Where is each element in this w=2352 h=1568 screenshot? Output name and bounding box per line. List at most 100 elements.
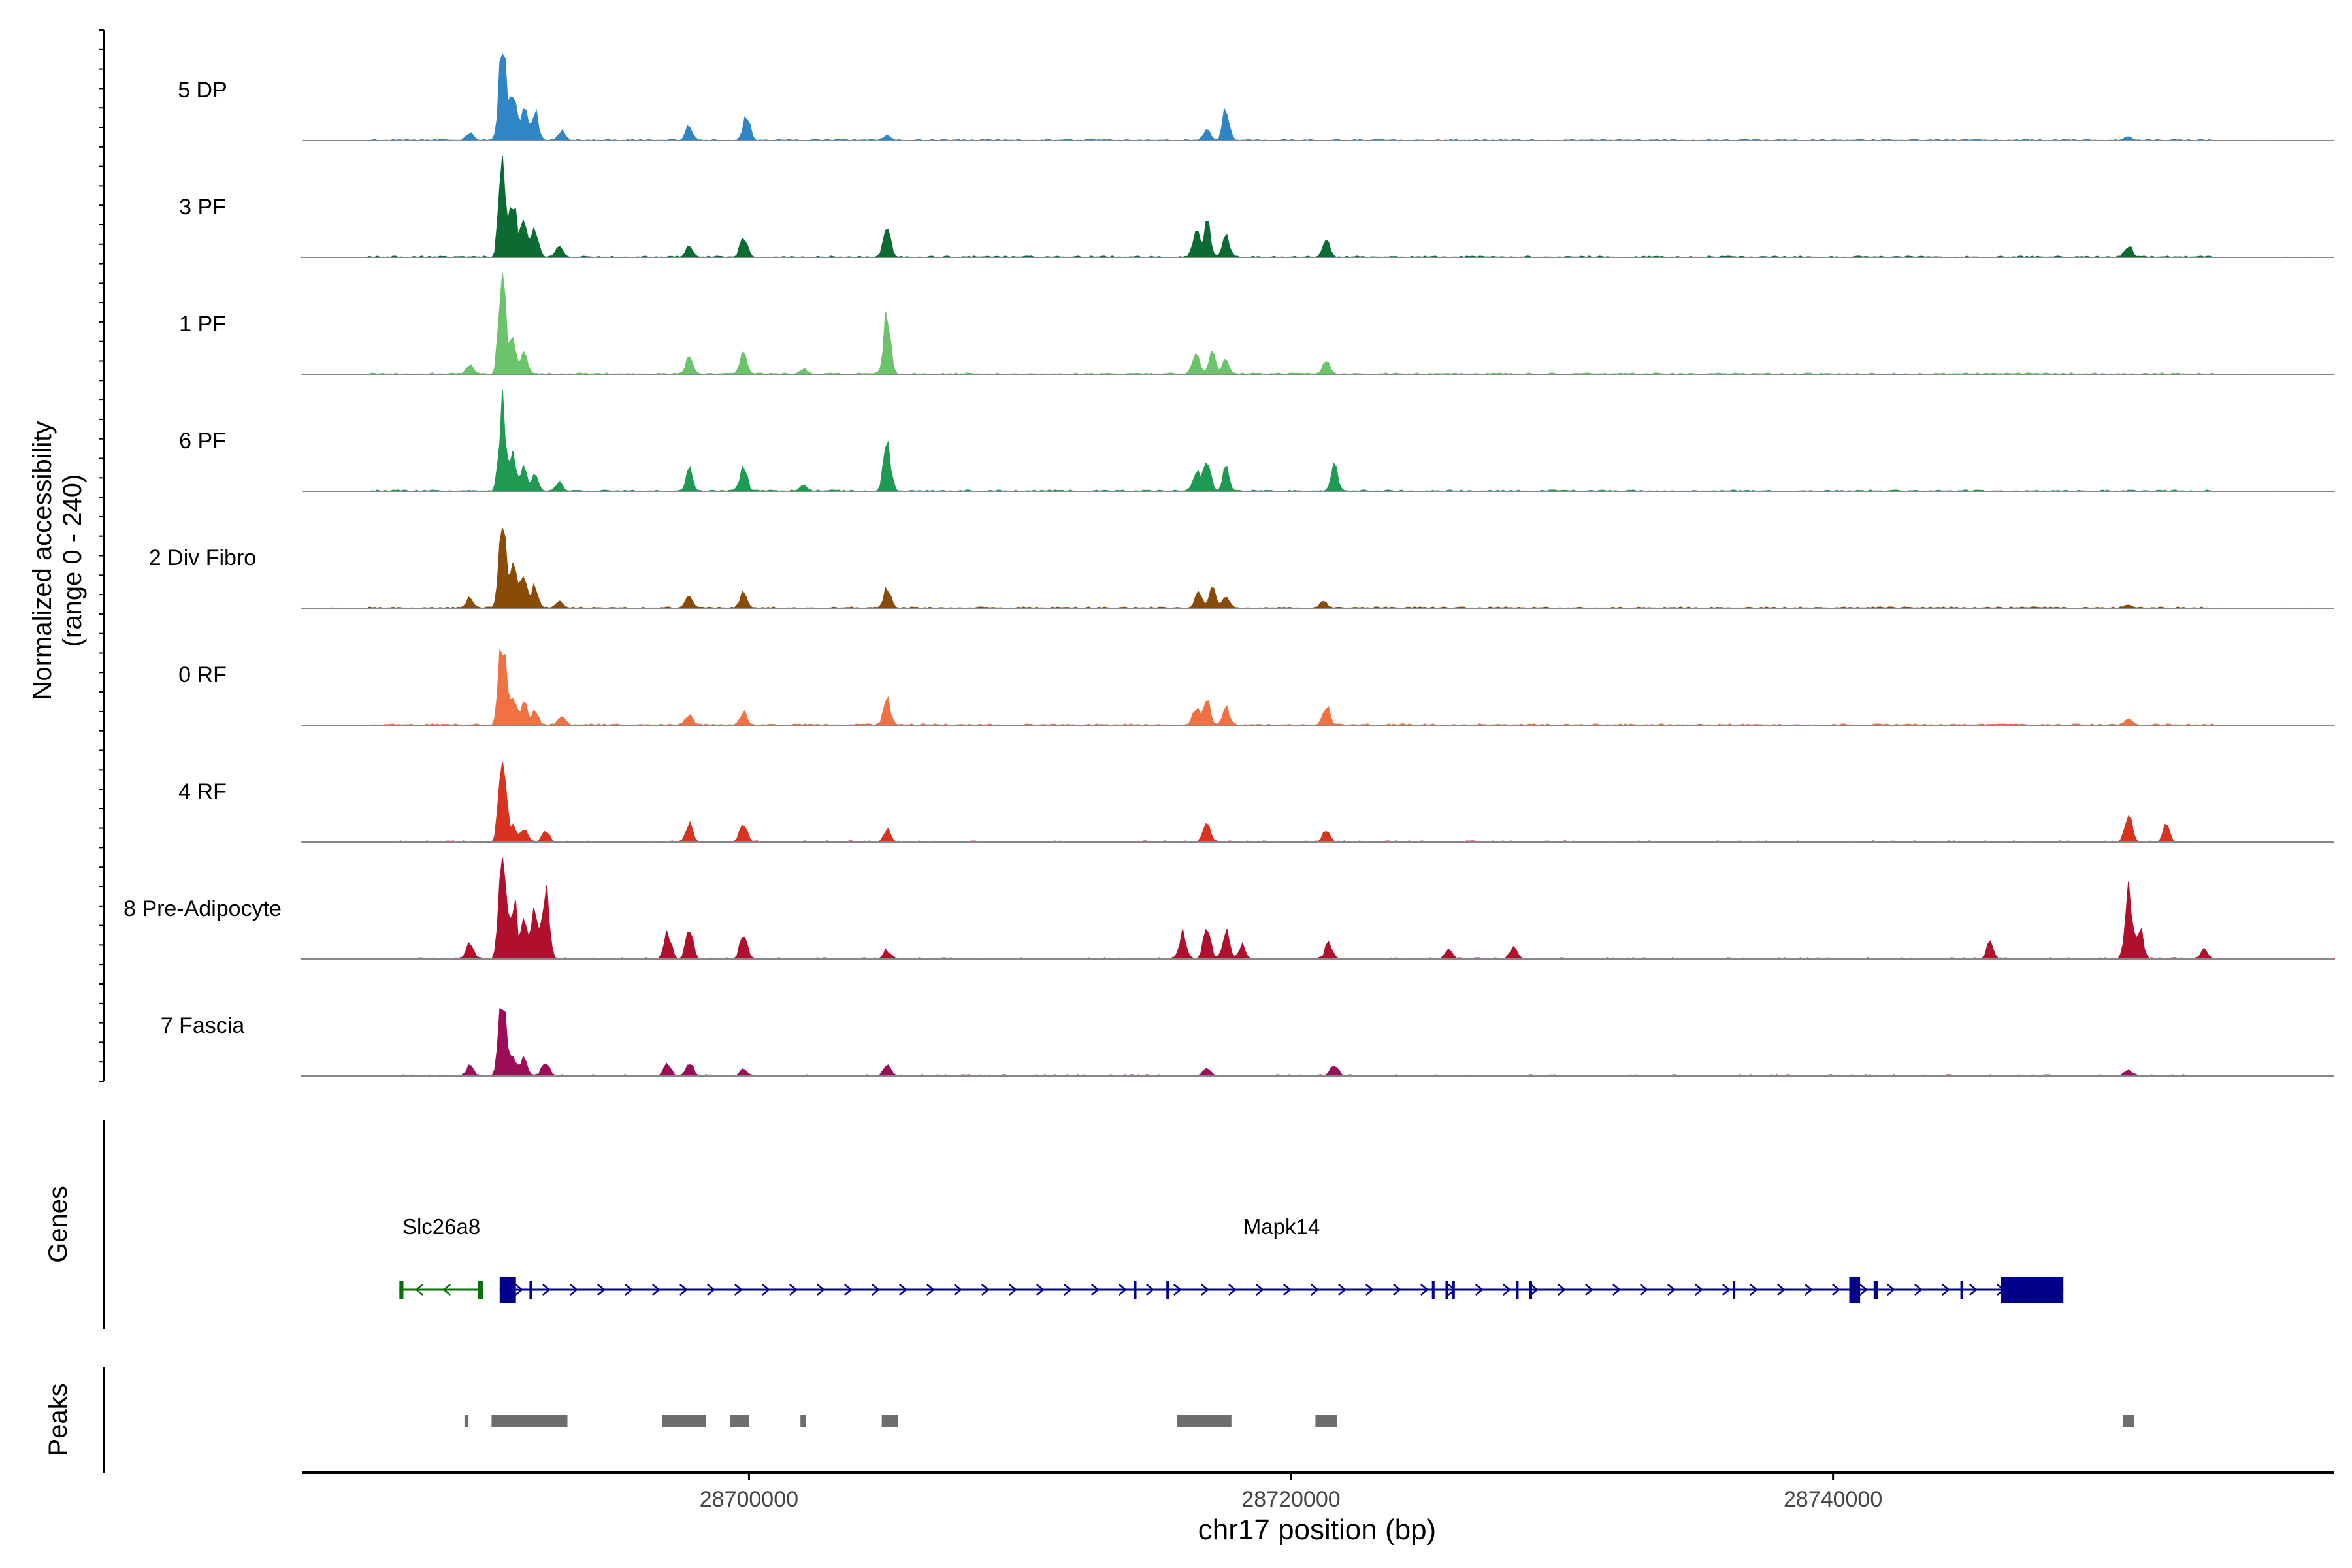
strand-chevron [1091, 1284, 1100, 1296]
gene-exon [1960, 1281, 1963, 1299]
strand-chevron [789, 1284, 798, 1296]
strand-chevron [1667, 1284, 1676, 1296]
strand-chevron [1503, 1284, 1511, 1296]
coverage-track: 6 PF [179, 389, 2335, 492]
strand-chevron [570, 1284, 578, 1296]
peak-region [730, 1415, 749, 1427]
coverage-track: 3 PF [179, 155, 2335, 258]
y-axis-ticks [99, 29, 104, 1082]
strand-chevron [1201, 1284, 1209, 1296]
strand-chevron [1805, 1284, 1813, 1296]
strand-chevron [679, 1284, 688, 1296]
strand-chevron [1146, 1284, 1154, 1296]
strand-chevron [415, 1284, 424, 1296]
gene-exon [529, 1281, 532, 1299]
peak-region [491, 1415, 568, 1427]
gene-exon [1516, 1281, 1519, 1299]
gene-exon [499, 1277, 516, 1303]
strand-chevron [1558, 1284, 1566, 1296]
gene-exon [2001, 1277, 2064, 1303]
strand-chevron [1859, 1284, 1868, 1296]
coverage-track: 8 Pre-Adipocyte [123, 857, 2335, 960]
coverage-track: 5 DP [178, 53, 2335, 141]
strand-chevron [1393, 1284, 1401, 1296]
x-axis-label: chr17 position (bp) [1198, 1514, 1436, 1546]
gene-exon [1733, 1281, 1736, 1299]
strand-chevron [625, 1284, 633, 1296]
peak-region [800, 1415, 806, 1427]
strand-chevron [1311, 1284, 1319, 1296]
gene-model: Mapk14 [499, 1215, 2064, 1303]
strand-chevron [1119, 1284, 1127, 1296]
peak-region [1177, 1415, 1232, 1427]
track-label: 2 Div Fibro [149, 546, 256, 570]
peak-region [662, 1415, 706, 1427]
gene-label: Mapk14 [1243, 1215, 1320, 1239]
x-tick-label: 28720000 [1241, 1487, 1340, 1512]
strand-chevron [1722, 1284, 1731, 1296]
strand-chevron [1365, 1284, 1374, 1296]
gene-exon [1134, 1281, 1137, 1299]
coverage-track: 2 Div Fibro [149, 527, 2335, 609]
peaks-panel-label: Peaks [44, 1383, 73, 1456]
gene-exon [478, 1281, 483, 1299]
peaks-panel: Peaks [44, 1367, 2134, 1473]
track-label: 6 PF [179, 429, 226, 453]
gene-exon [1431, 1281, 1435, 1299]
strand-chevron [762, 1284, 770, 1296]
strand-chevron [1695, 1284, 1703, 1296]
x-tick-label: 28740000 [1784, 1487, 1882, 1512]
strand-chevron [515, 1284, 523, 1296]
strand-chevron [844, 1284, 853, 1296]
y-axis-label-line1: Normalized accessibility [28, 421, 57, 700]
strand-chevron [652, 1284, 661, 1296]
strand-chevron [1256, 1284, 1264, 1296]
coverage-tracks: 5 DP 3 PF 1 PF 6 PF 2 Div Fibro 0 RF 4 RF 8 Pre… [123, 53, 2335, 1077]
strand-chevron [442, 1284, 451, 1296]
strand-chevron [954, 1284, 962, 1296]
strand-chevron [1585, 1284, 1593, 1296]
strand-chevron [1942, 1284, 1950, 1296]
peak-region [881, 1415, 898, 1427]
track-label: 4 RF [178, 779, 227, 804]
strand-chevron [1530, 1284, 1539, 1296]
gene-exon [1529, 1281, 1532, 1299]
gene-exon [399, 1281, 404, 1299]
genes-panel-label: Genes [44, 1186, 73, 1263]
strand-chevron [1914, 1284, 1923, 1296]
strand-chevron [1064, 1284, 1072, 1296]
x-tick-label: 28700000 [700, 1487, 798, 1512]
gene-label: Slc26a8 [402, 1215, 480, 1239]
track-label: 5 DP [178, 78, 227, 103]
gene-exon [1166, 1281, 1169, 1299]
track-label: 0 RF [178, 662, 227, 687]
strand-chevron [707, 1284, 715, 1296]
strand-chevron [1887, 1284, 1895, 1296]
strand-chevron [1777, 1284, 1786, 1296]
strand-chevron [899, 1284, 907, 1296]
strand-chevron [1173, 1284, 1182, 1296]
gene-exon [1452, 1281, 1455, 1299]
peak-region [1315, 1415, 1337, 1427]
gene-exon [1445, 1281, 1448, 1299]
strand-chevron [1420, 1284, 1429, 1296]
strand-chevron [1283, 1284, 1292, 1296]
strand-chevron [597, 1284, 606, 1296]
track-label: 1 PF [179, 312, 226, 336]
peak-region [2123, 1415, 2134, 1427]
coverage-track: 0 RF [178, 648, 2335, 726]
gene-exon [1849, 1277, 1861, 1303]
strand-chevron [1750, 1284, 1758, 1296]
strand-chevron [1228, 1284, 1237, 1296]
strand-chevron [1009, 1284, 1017, 1296]
y-axis: Normalized accessibility (range 0 - 240) [28, 29, 105, 1082]
coverage-track: 1 PF [179, 272, 2335, 375]
strand-chevron [981, 1284, 990, 1296]
gene-model: Slc26a8 [399, 1215, 483, 1299]
strand-chevron [1969, 1284, 1978, 1296]
genes-panel: Genes Slc26a8 Mapk14 [44, 1120, 2064, 1329]
strand-chevron [1338, 1284, 1347, 1296]
strand-chevron [1832, 1284, 1840, 1296]
strand-chevron [1036, 1284, 1045, 1296]
